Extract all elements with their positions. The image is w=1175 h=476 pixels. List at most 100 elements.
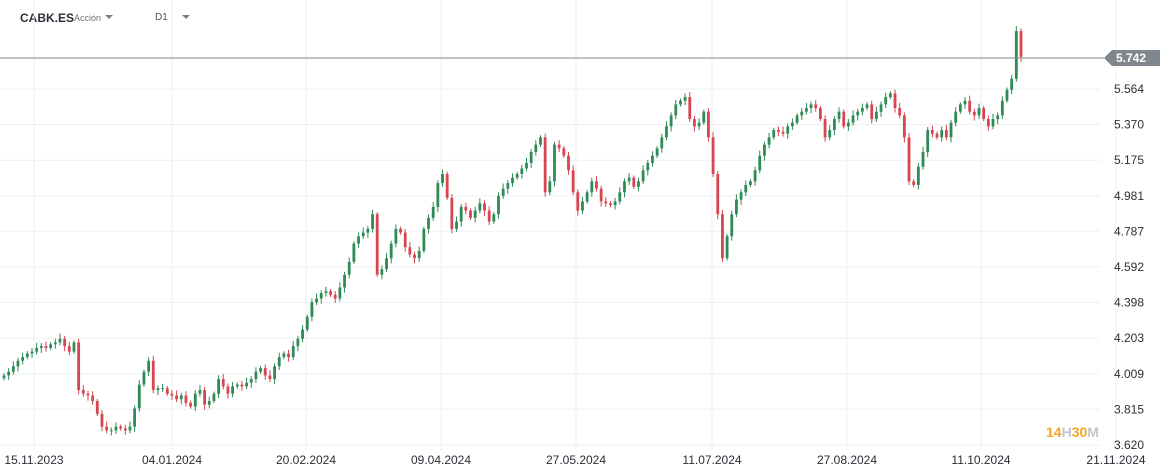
candle-body-22 (105, 426, 109, 431)
candle-body-215 (1005, 89, 1009, 101)
candle-body-73 (343, 274, 346, 288)
candle-body-80 (375, 214, 379, 275)
candle-body-199 (930, 130, 934, 134)
y-tick-label: 4.592 (1114, 260, 1144, 274)
x-tick-label: 09.04.2024 (411, 453, 471, 467)
instrument-type-label: Acción (74, 13, 102, 23)
candle-body-214 (1000, 100, 1004, 116)
candle-body-47 (221, 379, 225, 387)
timeframe-dropdown-chevron-down-icon[interactable] (182, 15, 190, 19)
candle-body-35 (165, 388, 169, 394)
y-tick-label: 3.815 (1114, 402, 1144, 416)
candle-body-140 (655, 148, 659, 156)
candle-body-115 (539, 137, 542, 145)
candle-body-107 (501, 188, 505, 196)
symbol-dropdown-chevron-down-icon[interactable] (105, 15, 113, 19)
candle-body-162 (758, 155, 762, 171)
candle-body-86 (403, 232, 407, 248)
candle-body-100 (469, 210, 472, 218)
candle-body-146 (683, 97, 687, 101)
candle-body-212 (991, 119, 995, 127)
y-tick-label: 5.175 (1114, 153, 1144, 167)
candle-body-157 (735, 199, 738, 215)
candle-body-133 (623, 181, 626, 193)
candle-body-24 (114, 426, 118, 431)
candle-body-87 (408, 247, 412, 255)
y-tick-label: 4.398 (1114, 296, 1144, 310)
candle-body-207 (968, 100, 972, 112)
candle-body-15 (72, 342, 76, 352)
candle-body-151 (707, 111, 710, 138)
candle-body-98 (459, 206, 463, 222)
candle-body-178 (832, 119, 836, 131)
candle-body-184 (860, 108, 864, 112)
candle-body-13 (63, 338, 67, 347)
candle-body-110 (515, 173, 519, 178)
candle-body-104 (487, 210, 491, 222)
candle-body-10 (49, 344, 53, 348)
candle-body-23 (109, 430, 113, 432)
candle-body-53 (249, 379, 253, 383)
candle-body-152 (711, 137, 715, 174)
x-tick-label: 20.02.2024 (276, 453, 336, 467)
candle-body-49 (231, 386, 234, 394)
candle-body-200 (935, 133, 939, 138)
candle-body-139 (651, 155, 654, 163)
candle-body-216 (1010, 78, 1014, 90)
candle-body-91 (427, 217, 430, 229)
axes: 5.564 5.370 5.175 4.981 4.787 4.592 4.398 4.203… (4, 82, 1145, 467)
candle-body-77 (361, 232, 365, 237)
candle-body-149 (697, 122, 701, 127)
candle-body-63 (296, 338, 300, 347)
candle-body-20 (95, 401, 99, 414)
candle-body-186 (870, 104, 874, 120)
candle-body-106 (497, 195, 500, 215)
candle-body-113 (529, 151, 533, 163)
candle-body-102 (478, 203, 482, 211)
candle-body-89 (417, 250, 421, 259)
candle-body-134 (627, 177, 631, 182)
candle-body-155 (725, 236, 729, 259)
candle-body-111 (520, 168, 524, 174)
x-tick-label: 27.05.2024 (546, 453, 606, 467)
candle-body-159 (744, 184, 748, 193)
candle-body-6 (30, 351, 34, 354)
candle-body-59 (277, 357, 281, 367)
candle-body-112 (525, 162, 528, 169)
timeframe-selector[interactable]: D1 (155, 12, 168, 23)
candle-body-210 (982, 108, 986, 120)
candle-body-48 (226, 386, 230, 394)
candle-body-121 (567, 155, 570, 171)
candle-body-54 (254, 371, 258, 380)
candle-body-173 (809, 104, 813, 109)
candle-body-132 (618, 192, 622, 202)
current-price-badge (1104, 50, 1160, 66)
candle-body-31 (147, 360, 151, 372)
candle-body-52 (245, 382, 248, 387)
candle-body-203 (949, 122, 953, 138)
candle-body-156 (730, 214, 734, 237)
candle-body-3 (16, 360, 20, 367)
candle-body-66 (310, 302, 314, 317)
candle-body-96 (450, 197, 454, 229)
candle-body-167 (781, 131, 785, 134)
candle-body-202 (944, 130, 948, 138)
candle-body-12 (58, 338, 62, 343)
y-tick-label: 4.009 (1114, 367, 1144, 381)
candle-body-187 (874, 111, 878, 120)
candle-body-37 (175, 395, 179, 400)
candle-body-42 (198, 390, 202, 394)
candle-body-74 (347, 261, 351, 275)
candle-body-211 (986, 119, 990, 127)
candle-body-90 (422, 228, 426, 251)
x-tick-label: 11.07.2024 (682, 453, 741, 467)
candle-body-5 (25, 353, 29, 358)
candle-body-69 (324, 291, 328, 294)
candle-body-148 (693, 119, 696, 127)
candle-body-183 (856, 111, 860, 116)
candle-body-136 (637, 181, 640, 187)
candles (2, 26, 1023, 436)
candle-body-28 (133, 408, 137, 427)
candle-body-166 (777, 130, 780, 132)
